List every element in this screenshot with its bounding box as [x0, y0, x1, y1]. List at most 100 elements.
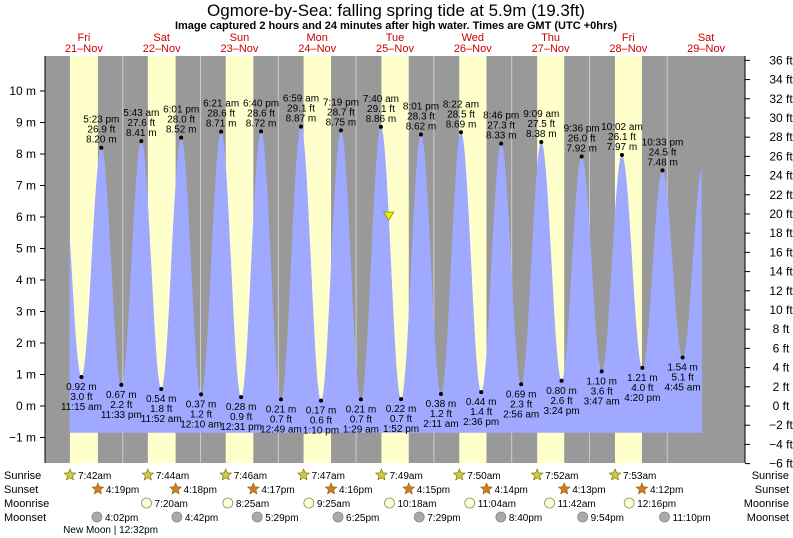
tide-point — [539, 140, 544, 145]
tide-time-label: 11:33 pm — [101, 410, 142, 421]
moonset-time: 4:42pm — [185, 513, 218, 524]
tide-time-label: 7:19 pm — [323, 97, 359, 108]
tide-time-label: 8:01 pm — [403, 101, 439, 112]
tide-ft-label: 28.6 ft — [207, 109, 235, 120]
left-tick-label: 2 m — [16, 336, 36, 350]
tide-ft-label: 1.2 ft — [430, 409, 452, 420]
sunrise-time: 7:47am — [312, 471, 345, 482]
tide-point — [99, 145, 104, 150]
day-name-label: Sat — [698, 32, 715, 44]
tide-point — [199, 392, 204, 397]
sunrise-time: 7:44am — [156, 471, 189, 482]
right-tick-label: 14 ft — [769, 265, 793, 279]
moonset-time: 4:02pm — [105, 513, 138, 524]
tide-time-label: 11:52 am — [141, 414, 182, 425]
tide-point — [378, 124, 383, 129]
sunrise-row-label-right: Sunrise — [752, 470, 789, 482]
tide-point — [559, 378, 564, 383]
sunset-row-label-right: Sunset — [755, 484, 789, 496]
tide-ft-label: 3.6 ft — [591, 386, 613, 397]
tide-ft-label: 2.6 ft — [550, 396, 572, 407]
tide-point — [519, 382, 524, 387]
sunset-time: 4:18pm — [184, 485, 217, 496]
day-name-label: Mon — [307, 32, 328, 44]
tide-point — [599, 369, 604, 374]
tide-m-label: 0.69 m — [506, 389, 537, 400]
sunrise-icon — [219, 468, 233, 481]
moonrise-icon — [464, 497, 476, 509]
moonset-icon — [577, 511, 589, 523]
right-tick-label: 36 ft — [769, 53, 793, 67]
moonset-icon — [332, 511, 344, 523]
day-name-label: Thu — [541, 32, 560, 44]
tide-ft-label: 26.9 ft — [87, 125, 115, 136]
tide-ft-label: 28.5 ft — [447, 109, 475, 120]
moonset-icon — [413, 511, 425, 523]
tide-point — [259, 129, 264, 134]
tide-m-label: 0.17 m — [306, 406, 337, 417]
tide-time-label: 1:52 pm — [383, 424, 419, 435]
tide-m-label: 8.75 m — [326, 117, 357, 128]
day-name-label: Wed — [462, 32, 484, 44]
tide-point — [660, 168, 665, 173]
tide-point — [479, 390, 484, 395]
moonrise-icon — [384, 497, 395, 509]
right-tick-label: 0 ft — [773, 399, 790, 413]
tide-ft-label: 28.3 ft — [407, 111, 435, 122]
tide-ft-label: 5.1 ft — [671, 372, 693, 383]
moonset-time: 6:25pm — [346, 513, 379, 524]
chart-title: Ogmore-by-Sea: falling spring tide at 5.… — [207, 1, 585, 20]
tide-point — [680, 355, 685, 360]
sunset-icon — [324, 482, 338, 495]
tide-water-area — [69, 126, 703, 433]
tide-ft-label: 28.0 ft — [167, 115, 195, 126]
day-date-label: 21–Nov — [65, 43, 103, 55]
tide-time-label: 2:11 am — [423, 419, 458, 430]
tide-ft-label: 29.1 ft — [367, 104, 395, 115]
sunset-time: 4:17pm — [261, 485, 294, 496]
sunset-icon — [169, 482, 183, 495]
tide-time-label: 9:09 am — [523, 109, 559, 120]
sunset-time: 4:19pm — [106, 485, 139, 496]
tide-point — [278, 397, 283, 402]
sunrise-time: 7:52am — [545, 471, 578, 482]
moonrise-icon — [544, 497, 555, 509]
tide-time-label: 12:49 am — [260, 424, 302, 435]
tide-ft-label: 1.8 ft — [150, 404, 172, 415]
day-name-label: Sun — [230, 32, 250, 44]
tide-time-label: 2:56 am — [503, 409, 539, 420]
tide-m-label: 0.37 m — [186, 399, 217, 410]
current-level-triangle — [383, 211, 395, 221]
right-tick-label: 30 ft — [769, 111, 793, 125]
sunrise-time: 7:53am — [623, 471, 656, 482]
sunrise-icon — [141, 468, 155, 481]
moonrise-icon — [222, 497, 234, 509]
tide-ft-label: 27.6 ft — [127, 118, 155, 129]
tide-m-label: 8.86 m — [366, 114, 397, 125]
tide-m-label: 0.92 m — [66, 382, 97, 393]
moonrise-icon — [303, 497, 315, 509]
moonset-row-label-right: Moonset — [747, 512, 789, 524]
right-tick-label: 34 ft — [769, 73, 793, 87]
tide-m-label: 7.97 m — [607, 142, 638, 153]
tide-ft-label: 4.0 ft — [631, 383, 653, 394]
tide-m-label: 8.72 m — [246, 118, 277, 129]
right-tick-label: 12 ft — [769, 284, 793, 298]
day-name-label: Tue — [386, 32, 405, 44]
tide-time-label: 8:46 pm — [483, 111, 519, 122]
tide-time-label: 3:47 am — [584, 396, 620, 407]
sunrise-icon — [530, 468, 544, 481]
tide-time-label: 6:40 pm — [243, 98, 279, 109]
tide-time-label: 10:02 am — [601, 122, 643, 133]
moonrise-row-label-right: Moonrise — [744, 498, 789, 510]
tide-time-label: 3:24 pm — [544, 406, 580, 417]
tide-m-label: 8.41 m — [126, 128, 157, 139]
right-tick-label: 2 ft — [773, 380, 790, 394]
tide-time-label: 12:10 am — [180, 419, 222, 430]
tide-time-label: 9:36 pm — [564, 124, 600, 135]
tide-time-label: 1:10 pm — [303, 426, 339, 437]
tide-m-label: 8.52 m — [166, 125, 197, 136]
tide-ft-label: 0.7 ft — [350, 414, 372, 425]
tide-ft-label: 24.5 ft — [649, 147, 677, 158]
